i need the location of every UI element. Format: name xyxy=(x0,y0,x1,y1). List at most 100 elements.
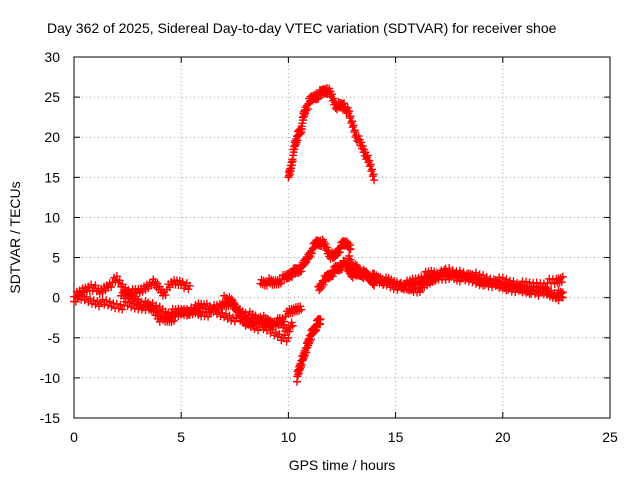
data-point xyxy=(288,321,297,330)
data-point xyxy=(354,132,363,141)
data-point xyxy=(86,294,95,303)
data-point xyxy=(302,101,311,110)
data-point xyxy=(479,271,488,280)
data-point xyxy=(322,243,331,252)
data-point xyxy=(312,95,321,104)
data-point xyxy=(89,296,98,305)
series-arc-7 xyxy=(344,252,567,302)
data-point xyxy=(328,272,337,281)
data-point xyxy=(221,309,230,318)
x-tick-label: 0 xyxy=(70,429,78,445)
series-arc-4 xyxy=(220,291,297,336)
x-tick-label: 15 xyxy=(388,429,404,445)
data-point xyxy=(522,288,531,297)
data-point xyxy=(334,249,343,258)
data-point xyxy=(375,279,384,288)
series-arc-10 xyxy=(292,314,325,386)
y-tick-label: 25 xyxy=(44,89,60,105)
grid xyxy=(74,57,610,418)
data-point xyxy=(185,281,194,290)
data-point xyxy=(479,281,488,290)
data-point xyxy=(380,276,389,285)
data-point xyxy=(73,294,82,303)
data-point xyxy=(345,252,354,261)
data-point xyxy=(371,277,380,286)
y-axis-title: SDTVAR / TECUs xyxy=(7,181,23,293)
series-arc-5 xyxy=(256,235,355,290)
data-point xyxy=(107,283,116,292)
data-point xyxy=(127,303,136,312)
data-point xyxy=(305,253,314,262)
data-point xyxy=(466,270,475,279)
data-point xyxy=(319,280,328,289)
data-point xyxy=(220,313,229,322)
data-point xyxy=(348,117,357,126)
data-point xyxy=(232,307,241,316)
data-point xyxy=(480,276,489,285)
data-point xyxy=(370,281,379,290)
data-point xyxy=(475,270,484,279)
data-point xyxy=(525,290,534,299)
data-point xyxy=(170,316,179,325)
y-tick-label: -10 xyxy=(40,370,60,386)
data-point xyxy=(229,313,238,322)
data-point xyxy=(384,278,393,287)
data-point xyxy=(430,276,439,285)
data-point xyxy=(91,300,100,309)
data-point xyxy=(358,141,367,150)
data-point xyxy=(346,255,355,264)
data-point xyxy=(461,273,470,282)
data-point xyxy=(482,272,491,281)
data-point xyxy=(103,301,112,310)
data-point xyxy=(161,291,170,300)
data-point xyxy=(115,276,124,285)
data-point xyxy=(388,279,397,288)
data-point xyxy=(441,275,450,284)
data-point xyxy=(498,273,507,282)
y-tick-label: -5 xyxy=(48,330,61,346)
data-point xyxy=(340,99,349,108)
data-point xyxy=(369,170,378,179)
data-point xyxy=(345,241,354,250)
data-point xyxy=(275,330,284,339)
data-point xyxy=(316,315,325,324)
data-point xyxy=(391,280,400,289)
data-point xyxy=(386,283,395,292)
data-point xyxy=(105,297,114,306)
data-point xyxy=(488,278,497,287)
data-point xyxy=(84,297,93,306)
data-point xyxy=(411,285,420,294)
data-point xyxy=(114,304,123,313)
data-point xyxy=(118,305,127,314)
data-point xyxy=(204,312,212,321)
data-point xyxy=(284,333,293,342)
data-point xyxy=(234,305,243,314)
data-point xyxy=(509,277,518,286)
data-point xyxy=(329,94,338,103)
data-point xyxy=(188,310,197,319)
data-point xyxy=(112,299,121,308)
data-point xyxy=(557,278,566,287)
data-point xyxy=(558,272,567,281)
data-point xyxy=(365,156,374,165)
data-point xyxy=(389,285,398,294)
data-point xyxy=(350,126,359,135)
data-point xyxy=(184,285,193,294)
data-point xyxy=(238,317,247,326)
data-point xyxy=(225,311,234,320)
x-axis: 0 5 10 15 20 25 xyxy=(70,57,618,445)
data-point xyxy=(223,315,232,324)
data-point xyxy=(504,280,513,289)
data-point xyxy=(472,268,480,277)
data-point xyxy=(557,292,566,301)
x-tick-label: 5 xyxy=(177,429,185,445)
data-point xyxy=(470,272,479,281)
y-tick-label: 30 xyxy=(44,49,60,65)
x-tick-label: 25 xyxy=(602,429,618,445)
data-point xyxy=(415,288,424,297)
data-point xyxy=(459,268,468,277)
data-point xyxy=(489,275,498,284)
x-axis-title: GPS time / hours xyxy=(289,457,396,473)
data-point xyxy=(307,249,316,258)
y-tick-label: 10 xyxy=(44,209,60,225)
